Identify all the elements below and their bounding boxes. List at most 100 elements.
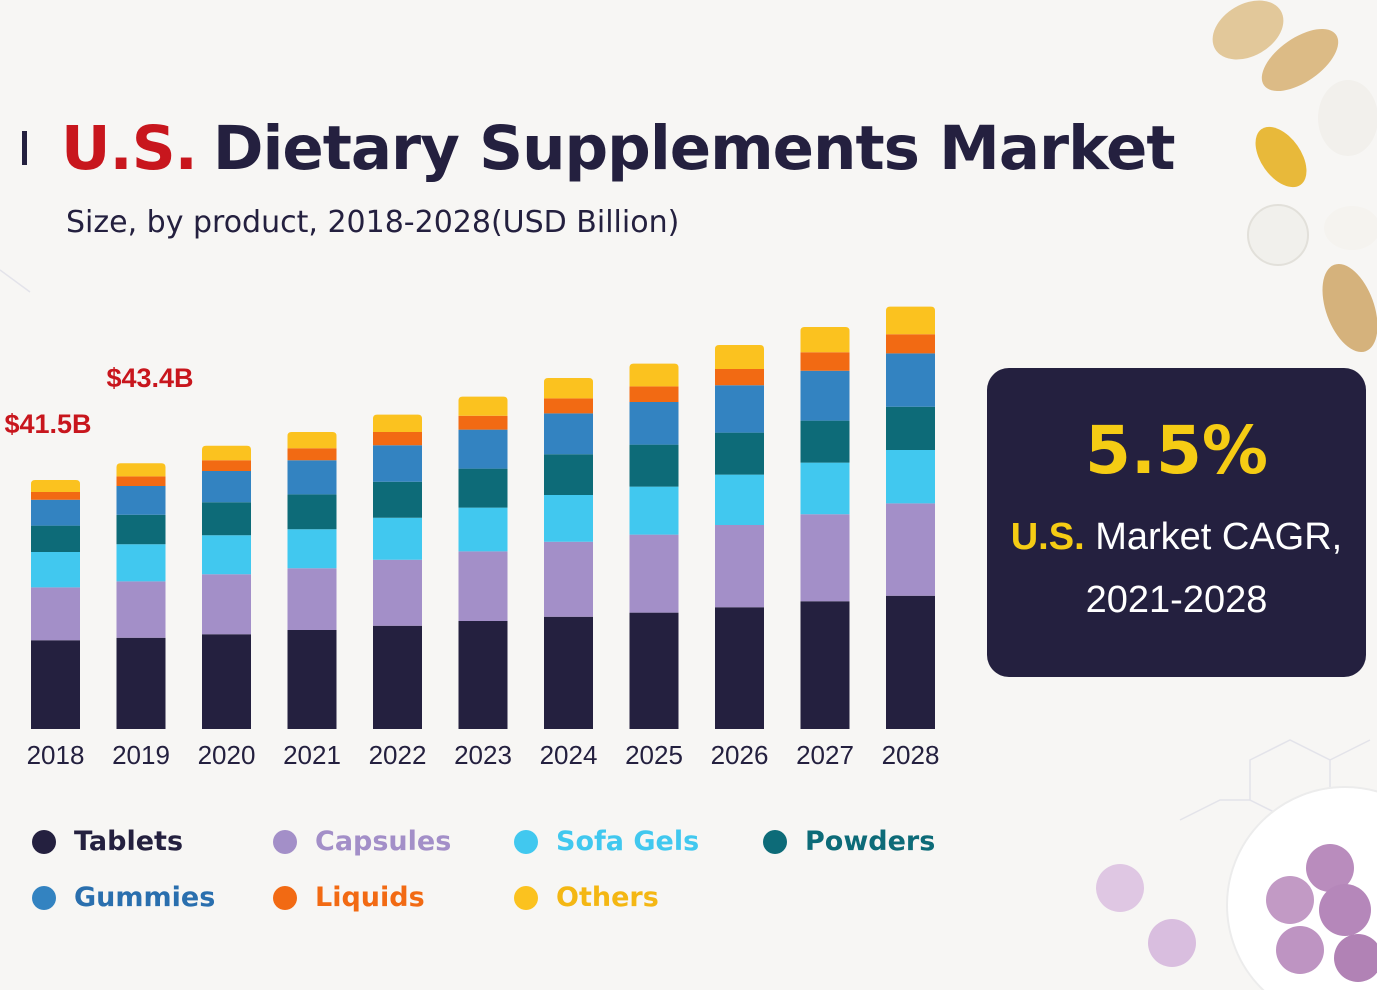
bar-segment-tablets-2022 (373, 625, 422, 729)
bar-segment-others-2028 (886, 306, 935, 335)
bar-segment-gummies-2023 (458, 429, 508, 469)
bar-segment-capsules-2019 (116, 581, 166, 638)
bar-segment-powders-2028 (886, 406, 935, 450)
bar-stack-2028 (886, 306, 935, 729)
bar-segment-tablets-2020 (202, 634, 251, 729)
bar-segment-powders-2024 (544, 454, 593, 495)
bar-segment-capsules-2021 (287, 568, 337, 630)
legend-label-liquids: Liquids (315, 882, 425, 913)
bar-segment-gummies-2022 (373, 445, 422, 482)
bar-segment-liquids-2020 (202, 460, 251, 471)
bar-segment-powders-2023 (458, 468, 508, 508)
bar-segment-tablets-2019 (116, 637, 166, 729)
cagr-label-line1: U.S. Market CAGR, (987, 516, 1366, 559)
legend-label-sofa-gels: Sofa Gels (556, 826, 700, 857)
x-tick-label-2018: 2018 (27, 740, 85, 770)
bar-segment-capsules-2028 (886, 503, 935, 596)
cagr-label-accent: U.S. (1010, 516, 1085, 558)
bar-segment-others-2026 (715, 345, 764, 369)
bar-segment-powders-2020 (202, 502, 251, 536)
bar-segment-liquids-2018 (31, 492, 80, 500)
x-tick-label-2020: 2020 (198, 740, 256, 770)
bar-segment-capsules-2027 (800, 514, 850, 602)
x-tick-label-2025: 2025 (625, 740, 683, 770)
legend-item-sofa-gels: Sofa Gels (514, 826, 699, 857)
cagr-label-rest: Market CAGR, (1095, 516, 1343, 558)
bar-segment-tablets-2025 (629, 612, 679, 729)
bar-segment-others-2024 (544, 378, 593, 399)
x-tick-label-2023: 2023 (454, 740, 512, 770)
bar-segment-capsules-2018 (31, 587, 80, 641)
legend-item-capsules: Capsules (273, 826, 451, 857)
bar-segment-gummies-2028 (886, 353, 935, 407)
bar-segment-sofa-gels-2021 (287, 529, 337, 569)
bar-segment-sofa-gels-2022 (373, 517, 422, 560)
bar-segment-others-2021 (287, 432, 337, 449)
bar-segment-sofa-gels-2028 (886, 450, 935, 504)
legend-item-others: Others (514, 882, 659, 913)
chart-subtitle: Size, by product, 2018-2028(USD Billion) (66, 205, 680, 240)
bar-segment-gummies-2026 (715, 385, 764, 433)
bar-stack-2020 (202, 445, 251, 729)
bar-segment-liquids-2026 (715, 369, 764, 386)
bar-segment-capsules-2024 (544, 541, 593, 617)
bar-segment-liquids-2027 (800, 352, 850, 371)
legend-label-powders: Powders (805, 826, 936, 857)
bar-stack-2022 (373, 414, 422, 729)
legend-label-gummies: Gummies (74, 882, 216, 913)
bar-segment-liquids-2024 (544, 398, 593, 414)
title-accent-text: U.S. (61, 112, 198, 184)
chart-title: U.S. Dietary Supplements Market (22, 108, 1176, 188)
title-accent-bar (22, 131, 27, 165)
capsule-pile-decoration (1212, 0, 1377, 352)
bar-segment-powders-2018 (31, 525, 80, 552)
bar-segment-others-2018 (31, 480, 80, 492)
bar-segment-sofa-gels-2027 (800, 462, 850, 515)
bar-stack-2025 (629, 363, 679, 729)
bar-stack-2027 (800, 327, 850, 729)
legend-swatch-sofa-gels (514, 829, 538, 854)
bar-segment-tablets-2024 (544, 616, 593, 729)
data-label-2018: $41.5B (4, 409, 91, 439)
bar-segment-sofa-gels-2020 (202, 535, 251, 575)
cagr-value: 5.5% (1084, 412, 1269, 489)
bar-segment-gummies-2027 (800, 370, 850, 421)
bar-stack-2019 (116, 463, 166, 729)
bar-segment-powders-2026 (715, 432, 764, 475)
legend-item-liquids: Liquids (273, 882, 425, 913)
legend-swatch-capsules (273, 829, 297, 854)
bar-segment-liquids-2023 (458, 415, 508, 430)
bar-segment-others-2027 (800, 327, 850, 353)
legend-item-tablets: Tablets (32, 826, 183, 857)
bar-segment-sofa-gels-2023 (458, 507, 508, 552)
cagr-panel (987, 368, 1366, 677)
x-tick-label-2027: 2027 (796, 740, 854, 770)
legend-label-capsules: Capsules (315, 826, 452, 857)
bar-segment-gummies-2020 (202, 471, 251, 503)
bar-segment-capsules-2022 (373, 559, 422, 626)
bar-segment-tablets-2026 (715, 607, 764, 729)
bar-stack-2024 (544, 378, 593, 729)
bar-segment-others-2022 (373, 414, 422, 432)
cagr-label-line2: 2021-2028 (1085, 579, 1268, 621)
bar-stack-2023 (458, 396, 508, 729)
bar-segment-capsules-2023 (458, 551, 508, 621)
bar-segment-gummies-2019 (116, 486, 166, 515)
stacked-bar-chart: 2018 2019 2020 2021 2022 2023 2024 2025 2026 2027… (4, 306, 940, 770)
bar-segment-tablets-2018 (31, 640, 80, 729)
legend-label-others: Others (556, 882, 659, 913)
bar-segment-sofa-gels-2024 (544, 495, 593, 542)
bar-segment-capsules-2020 (202, 574, 251, 635)
x-tick-label-2026: 2026 (711, 740, 769, 770)
bar-segment-sofa-gels-2019 (116, 544, 166, 582)
x-tick-label-2024: 2024 (540, 740, 598, 770)
bar-stack-2026 (715, 345, 764, 729)
bar-segment-sofa-gels-2026 (715, 474, 764, 525)
legend-swatch-gummies (32, 885, 56, 910)
legend-label-tablets: Tablets (74, 826, 184, 857)
x-tick-label-2028: 2028 (882, 740, 940, 770)
legend-swatch-others (514, 885, 538, 910)
data-label-2019: $43.4B (106, 363, 193, 393)
bar-stack-2018 (31, 480, 80, 729)
